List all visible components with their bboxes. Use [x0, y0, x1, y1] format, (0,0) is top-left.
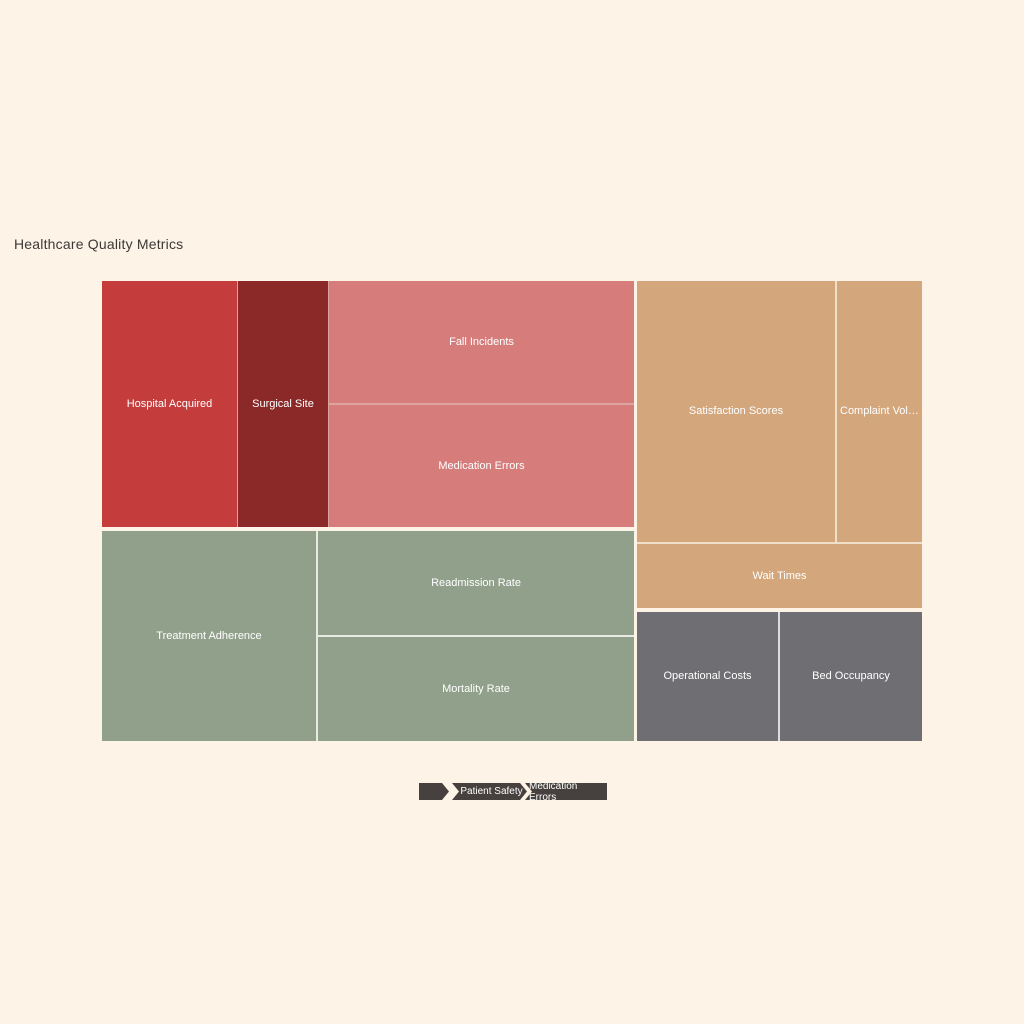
treemap-cell-label: Readmission Rate: [431, 576, 521, 589]
treemap-group-red: Hospital Acquired Surgical Site Fall Incid…: [102, 281, 634, 527]
treemap-cell-label: Treatment Adherence: [156, 629, 262, 642]
chart-title: Healthcare Quality Metrics: [14, 236, 184, 252]
treemap-cell-label: Bed Occupancy: [812, 670, 890, 683]
treemap-group-gray: Operational Costs Bed Occupancy: [637, 612, 922, 741]
treemap-cell-treatment-adherence[interactable]: Treatment Adherence: [102, 531, 316, 741]
treemap-chart: Hospital Acquired Surgical Site Fall Incid…: [102, 281, 922, 741]
treemap-cell-wait-times[interactable]: Wait Times: [637, 544, 922, 608]
breadcrumb-item-patient-safety[interactable]: Patient Safety: [452, 783, 527, 800]
treemap-cell-mortality-rate[interactable]: Mortality Rate: [318, 637, 634, 741]
treemap-cell-complaint-volu[interactable]: Complaint Volu...: [837, 281, 922, 542]
breadcrumb-item-root[interactable]: [419, 783, 449, 800]
treemap-cell-label: Fall Incidents: [449, 335, 514, 348]
treemap-breadcrumb: Patient Safety Medication Errors: [419, 783, 609, 800]
treemap-group-tan: Satisfaction Scores Complaint Volu... Wait…: [637, 281, 922, 608]
treemap-group-green: Treatment Adherence Readmission Rate Morta…: [102, 531, 634, 741]
treemap-cell-label: Surgical Site: [252, 397, 314, 410]
treemap-cell-satisfaction-scores[interactable]: Satisfaction Scores: [637, 281, 835, 542]
treemap-cell-bed-occupancy[interactable]: Bed Occupancy: [780, 612, 922, 741]
treemap-cell-readmission-rate[interactable]: Readmission Rate: [318, 531, 634, 635]
treemap-cell-label: Mortality Rate: [442, 682, 510, 695]
treemap-cell-label: Satisfaction Scores: [688, 405, 784, 418]
treemap-cell-label: Hospital Acquired: [126, 397, 213, 410]
treemap-cell-hospital-acquired[interactable]: Hospital Acquired: [102, 281, 237, 527]
treemap-cell-label: Operational Costs: [663, 670, 752, 683]
treemap-cell-operational-costs[interactable]: Operational Costs: [637, 612, 778, 741]
treemap-cell-label: Wait Times: [752, 569, 807, 582]
treemap-cell-label: Medication Errors: [438, 459, 525, 472]
breadcrumb-item-medication-errors[interactable]: Medication Errors: [525, 783, 607, 800]
treemap-cell-fall-incidents[interactable]: Fall Incidents: [329, 281, 634, 403]
treemap-cell-medication-errors[interactable]: Medication Errors: [329, 405, 634, 527]
treemap-cell-surgical-site[interactable]: Surgical Site: [238, 281, 328, 527]
treemap-cell-label: Complaint Volu...: [840, 405, 922, 418]
